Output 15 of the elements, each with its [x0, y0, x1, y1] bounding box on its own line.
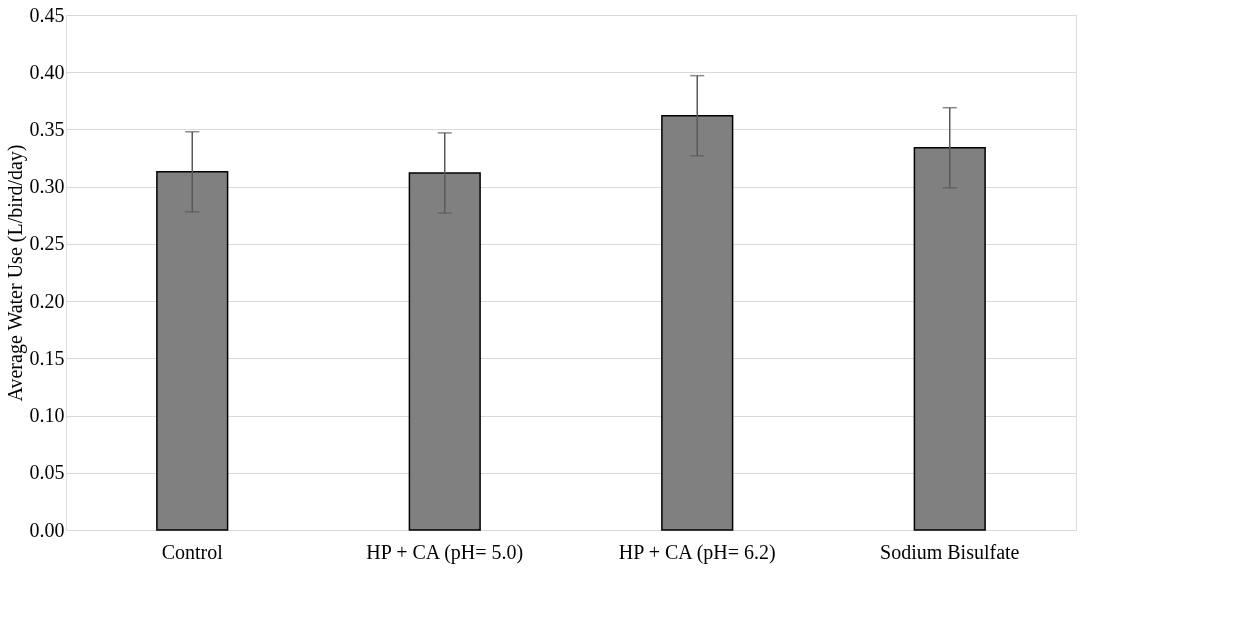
y-tick-label: 0.30 — [29, 175, 65, 198]
y-tick-label: 0.35 — [29, 117, 65, 140]
y-tick-label: 0.00 — [29, 518, 65, 541]
y-tick-label: 0.20 — [29, 289, 65, 312]
x-tick-label: HP + CA (pH= 5.0) — [366, 540, 524, 564]
y-tick-label: 0.10 — [29, 404, 65, 427]
y-tick-label: 0.05 — [29, 461, 65, 484]
y-tick-label: 0.15 — [29, 346, 65, 369]
y-tick-label: 0.45 — [29, 3, 65, 26]
x-tick-label: Control — [161, 540, 224, 563]
x-tick-label: Sodium Bisulfate — [880, 540, 1020, 563]
y-tick-label: 0.25 — [29, 232, 65, 255]
y-axis-title: Average Water Use (L/bird/day) — [3, 144, 27, 402]
y-tick-label: 0.40 — [29, 60, 65, 83]
x-tick-label: HP + CA (pH= 6.2) — [618, 540, 776, 564]
